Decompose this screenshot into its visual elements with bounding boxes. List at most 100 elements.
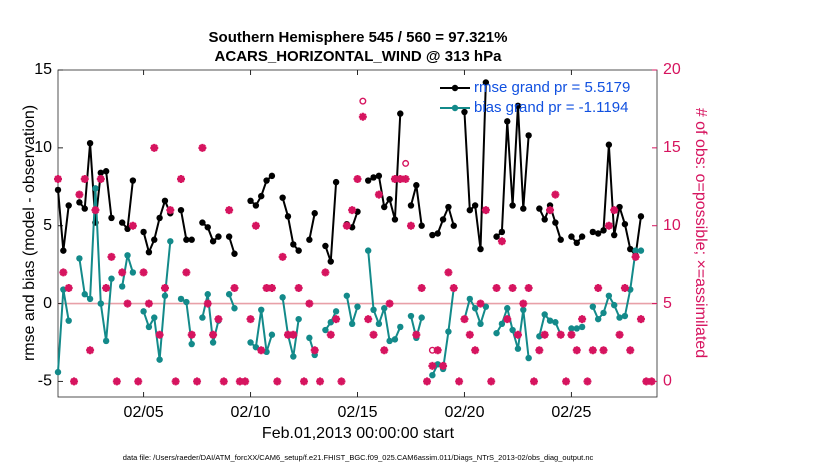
data-point <box>471 202 479 209</box>
assimilated-obs <box>235 377 244 386</box>
assimilated-obs <box>273 377 282 386</box>
assimilated-obs <box>128 221 137 230</box>
y-axis-label: rmse and bias (model - observation) <box>21 105 38 361</box>
assimilated-obs <box>497 237 506 246</box>
legend-label: bias grand pr = -1.1194 <box>474 99 628 116</box>
data-point <box>594 315 602 323</box>
x-axis-label: Feb.01,2013 00:00:00 start <box>262 425 455 442</box>
assimilated-obs <box>342 221 351 230</box>
data-point <box>268 172 276 180</box>
data-point <box>76 199 83 206</box>
assimilated-obs <box>599 346 608 355</box>
data-point <box>498 228 506 236</box>
data-point <box>482 79 490 86</box>
assimilated-obs <box>64 284 73 292</box>
assimilated-obs <box>91 206 100 215</box>
data-point <box>279 194 286 201</box>
assimilated-obs <box>134 377 143 386</box>
data-point <box>391 336 399 343</box>
x-tick-label: 02/10 <box>231 404 271 421</box>
data-point <box>429 231 436 239</box>
assimilated-obs <box>59 268 68 277</box>
data-point <box>247 339 254 346</box>
assimilated-obs <box>80 175 89 183</box>
legend-marker <box>451 84 459 92</box>
data-point <box>381 305 388 312</box>
assimilated-obs <box>230 284 239 292</box>
data-point <box>145 323 153 331</box>
assimilated-obs <box>241 377 250 386</box>
assimilated-obs <box>337 377 346 386</box>
data-point <box>327 319 334 326</box>
assimilated-obs <box>406 221 415 230</box>
assimilated-obs <box>70 377 79 386</box>
data-point <box>76 255 83 262</box>
y-tick-label: 5 <box>43 217 52 234</box>
data-point <box>177 295 185 303</box>
y2-tick-label: 0 <box>663 373 672 390</box>
data-point <box>466 295 474 303</box>
data-point <box>509 202 516 209</box>
possible-obs <box>402 159 410 167</box>
assimilated-obs <box>529 377 538 386</box>
data-point <box>429 372 436 379</box>
assimilated-obs <box>433 346 442 355</box>
assimilated-obs <box>588 346 597 355</box>
data-point <box>183 298 190 306</box>
data-point <box>60 247 67 254</box>
data-point <box>632 247 639 254</box>
data-point <box>332 178 340 186</box>
assimilated-obs <box>626 346 635 355</box>
assimilated-obs <box>444 268 453 277</box>
footer: data file: /Users/raeder/DAI/ATM_forcXX/… <box>123 453 594 462</box>
assimilated-obs <box>353 175 362 183</box>
data-point <box>65 317 72 324</box>
data-point <box>258 306 265 313</box>
data-point <box>600 309 607 317</box>
y-tick-label: 0 <box>43 295 52 312</box>
assimilated-obs <box>294 284 303 292</box>
assimilated-obs <box>449 284 458 292</box>
assimilated-obs <box>610 206 619 215</box>
data-point <box>151 314 158 321</box>
data-point <box>215 233 222 240</box>
data-point <box>258 192 265 200</box>
x-tick-label: 02/25 <box>551 404 591 421</box>
assimilated-obs <box>54 175 62 183</box>
data-point <box>161 292 169 299</box>
assimilated-obs <box>487 377 496 386</box>
data-point <box>627 245 634 253</box>
data-point <box>129 269 137 276</box>
assimilated-obs <box>524 284 533 292</box>
data-point <box>445 328 452 335</box>
assimilated-obs <box>257 346 266 355</box>
data-point <box>568 233 575 240</box>
assimilated-obs <box>380 346 389 355</box>
assimilated-obs <box>193 377 202 386</box>
data-point <box>54 368 62 376</box>
assimilated-obs <box>326 330 335 339</box>
assimilated-obs <box>417 284 426 292</box>
assimilated-obs <box>300 377 309 386</box>
data-point <box>247 197 254 204</box>
y-tick-label: -5 <box>38 373 52 390</box>
data-point <box>509 326 516 334</box>
assimilated-obs <box>385 299 394 308</box>
data-point <box>557 236 564 243</box>
assimilated-obs <box>631 252 640 261</box>
data-point <box>418 314 425 321</box>
data-point <box>594 230 602 237</box>
assimilated-obs <box>283 330 292 339</box>
assimilated-obs <box>423 377 432 386</box>
data-point <box>290 241 297 248</box>
data-point <box>348 320 356 328</box>
assimilated-obs <box>358 112 367 121</box>
y2-tick-label: 10 <box>663 217 681 234</box>
assimilated-obs <box>572 346 581 355</box>
assimilated-obs <box>636 315 645 324</box>
data-point <box>129 177 137 184</box>
data-point <box>621 312 629 320</box>
data-point <box>407 312 415 320</box>
assimilated-obs <box>481 206 490 215</box>
data-point <box>573 239 580 247</box>
